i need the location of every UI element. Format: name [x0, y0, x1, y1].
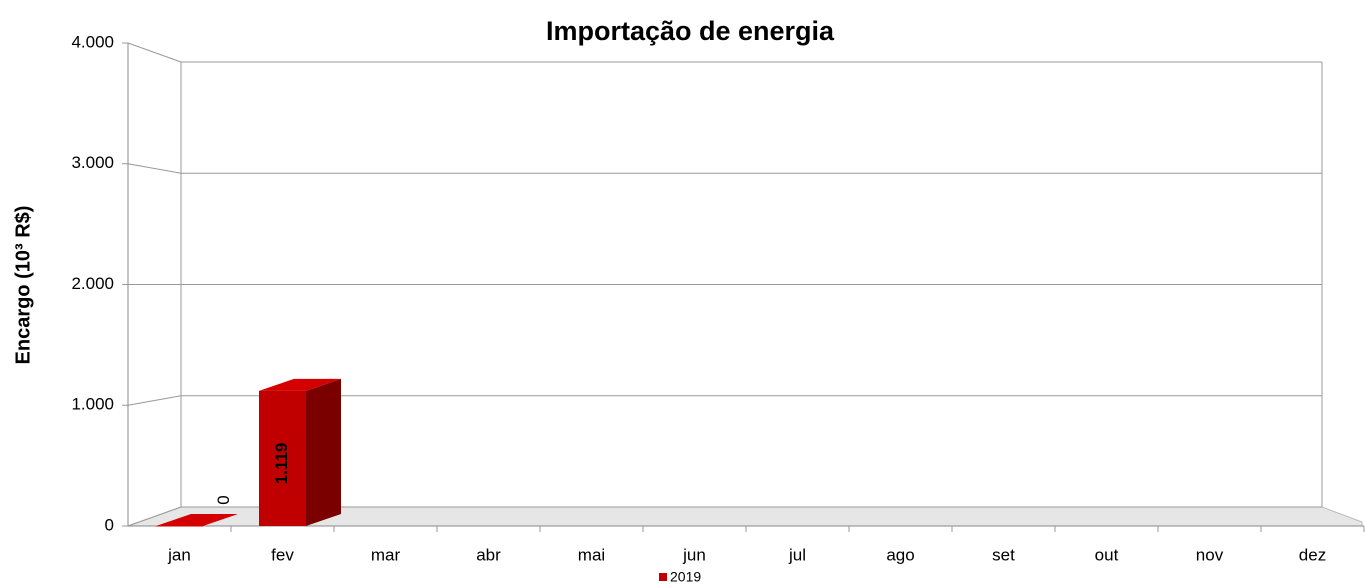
grid-line	[127, 42, 182, 63]
bar	[259, 390, 306, 526]
bar	[156, 526, 203, 527]
x-tick-label: set	[992, 545, 1015, 564]
grid-line	[127, 395, 182, 406]
legend-label: 2019	[670, 569, 701, 585]
x-tick-label: jul	[788, 545, 806, 564]
x-tick-label: mar	[371, 545, 401, 564]
x-tick-label: jun	[682, 545, 706, 564]
y-tick-label: 4.000	[71, 32, 114, 51]
chart-title: Importação de energia	[546, 16, 835, 46]
grid-line	[127, 163, 182, 174]
data-label: 1.119	[272, 443, 291, 485]
x-tick-label: ago	[886, 545, 914, 564]
x-tick-label: nov	[1196, 545, 1224, 564]
x-tick-label: jan	[167, 545, 191, 564]
data-label: 0	[214, 495, 233, 504]
grid-line	[127, 506, 182, 527]
x-tick-label: fev	[271, 545, 294, 564]
x-tick-label: mai	[578, 545, 605, 564]
bar-top	[259, 378, 341, 391]
x-tick-label: dez	[1299, 545, 1326, 564]
x-tick-label: out	[1095, 545, 1119, 564]
y-axis-title: Encargo (10³ R$)	[12, 206, 34, 365]
x-tick-label: abr	[476, 545, 501, 564]
bar-top	[156, 514, 238, 526]
legend-swatch	[659, 573, 667, 581]
y-tick-label: 3.000	[71, 153, 114, 172]
y-tick-label: 1.000	[71, 395, 114, 414]
y-tick-label: 2.000	[71, 274, 114, 293]
y-tick-label: 0	[105, 515, 114, 534]
bar-side	[306, 378, 341, 526]
